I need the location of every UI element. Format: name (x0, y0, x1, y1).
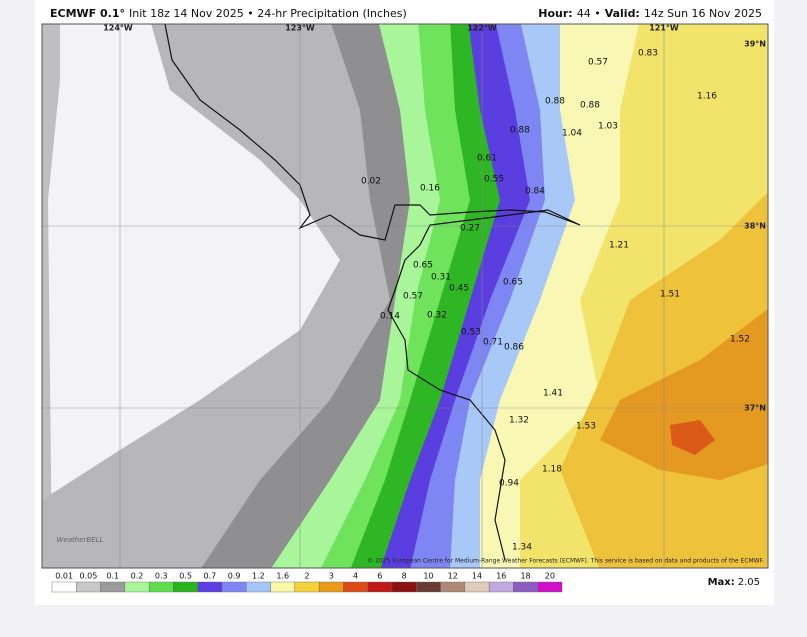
max-label: Max: (708, 577, 735, 588)
point-value: 0.84 (525, 187, 545, 197)
point-value: 0.94 (499, 479, 519, 489)
max-number: 2.05 (738, 577, 760, 588)
point-value: 0.02 (361, 177, 381, 187)
point-value: 0.65 (413, 261, 433, 271)
legend-swatch (464, 581, 490, 593)
point-value: 0.27 (460, 224, 480, 234)
legend-swatch (440, 581, 466, 593)
legend-swatch (221, 581, 247, 593)
legend-swatch (343, 581, 368, 593)
point-value: 1.34 (512, 543, 532, 553)
longitude-label: 123°W (285, 24, 315, 33)
point-value: 1.16 (697, 92, 717, 102)
latitude-label: 38°N (744, 222, 766, 231)
longitude-label: 122°W (467, 24, 497, 33)
point-value: 0.88 (580, 101, 600, 111)
legend-label: 0.1 (106, 572, 119, 581)
point-value: 1.03 (598, 122, 618, 132)
point-value: 0.65 (503, 278, 523, 288)
point-value: 1.41 (543, 389, 563, 399)
point-value: 0.57 (588, 58, 608, 68)
legend-swatch (173, 581, 198, 593)
legend-label: 6 (377, 572, 382, 581)
legend-swatch (270, 581, 296, 593)
legend-label: 12 (448, 572, 458, 581)
point-value: 0.31 (431, 273, 451, 283)
legend-label: 0.7 (203, 572, 216, 581)
header-right: Hour: 44 • Valid: 14z Sun 16 Nov 2025 (538, 7, 762, 20)
legend-label: 0.2 (131, 572, 144, 581)
header-left: ECMWF 0.1° Init 18z 14 Nov 2025 • 24-hr P… (50, 7, 407, 20)
legend-label: 1.6 (276, 572, 289, 581)
legend-label: 0.3 (155, 572, 168, 581)
point-value: 0.57 (403, 292, 423, 302)
legend-label: 20 (545, 572, 555, 581)
legend-swatch (148, 581, 174, 593)
point-value: 1.32 (509, 416, 529, 426)
point-value: 1.18 (542, 465, 562, 475)
legend-swatch (318, 581, 344, 593)
legend-label: 2 (304, 572, 309, 581)
longitude-label: 124°W (103, 24, 133, 33)
legend-swatch (76, 581, 101, 593)
legend-swatch (51, 581, 77, 593)
latitude-label: 39°N (744, 40, 766, 49)
legend-swatch (197, 581, 223, 593)
point-value: 0.16 (420, 184, 440, 194)
legend-swatch (246, 581, 271, 593)
legend-label: 3 (329, 572, 334, 581)
legend-swatch (416, 581, 441, 593)
point-value: 0.83 (638, 49, 658, 59)
legend-label: 1.2 (252, 572, 265, 581)
point-value: 0.88 (545, 97, 565, 107)
point-value: 0.71 (483, 338, 503, 348)
legend-label: 0.05 (80, 572, 98, 581)
point-value: 1.21 (609, 241, 629, 251)
legend-label: 0.01 (55, 572, 73, 581)
point-value: 0.14 (380, 312, 400, 322)
legend-label: 14 (472, 572, 482, 581)
point-value: 0.45 (449, 284, 469, 294)
point-value: 0.88 (510, 126, 530, 136)
point-value: 1.04 (562, 129, 582, 139)
copyright: © 2025 European Centre for Medium-Range … (367, 558, 764, 565)
latitude-label: 37°N (744, 404, 766, 413)
legend-swatch (124, 581, 150, 593)
legend-swatch (488, 581, 514, 593)
point-value: 0.86 (504, 343, 524, 353)
map (41, 23, 769, 569)
legend: 0.01 0.05 0.1 0.2 0.3 0.5 0.7 0.9 1.2 1.6 2 3 4 6 8 10 1… (51, 572, 760, 593)
legend-label: 4 (353, 572, 358, 581)
legend-swatch (513, 581, 538, 593)
point-value: 0.61 (477, 154, 497, 164)
legend-label: 10 (423, 572, 433, 581)
logo: WeatherBELL (57, 536, 104, 544)
point-value: 1.51 (660, 290, 680, 300)
legend-label: 0.9 (228, 572, 241, 581)
legend-swatch (294, 581, 320, 593)
legend-swatch (391, 581, 417, 593)
legend-swatch (537, 581, 563, 593)
point-value: 1.53 (576, 422, 596, 432)
legend-label: 8 (402, 572, 407, 581)
longitude-label: 121°W (649, 24, 679, 33)
legend-swatch (100, 581, 126, 593)
legend-label: 0.5 (179, 572, 192, 581)
legend-label: 16 (496, 572, 506, 581)
point-value: 1.52 (730, 335, 750, 345)
max-value: Max: 2.05 (708, 577, 760, 588)
point-value: 0.32 (427, 311, 447, 321)
point-value: 0.53 (461, 328, 481, 338)
point-value: 0.55 (484, 175, 504, 185)
legend-swatch (367, 581, 393, 593)
legend-label: 18 (520, 572, 530, 581)
